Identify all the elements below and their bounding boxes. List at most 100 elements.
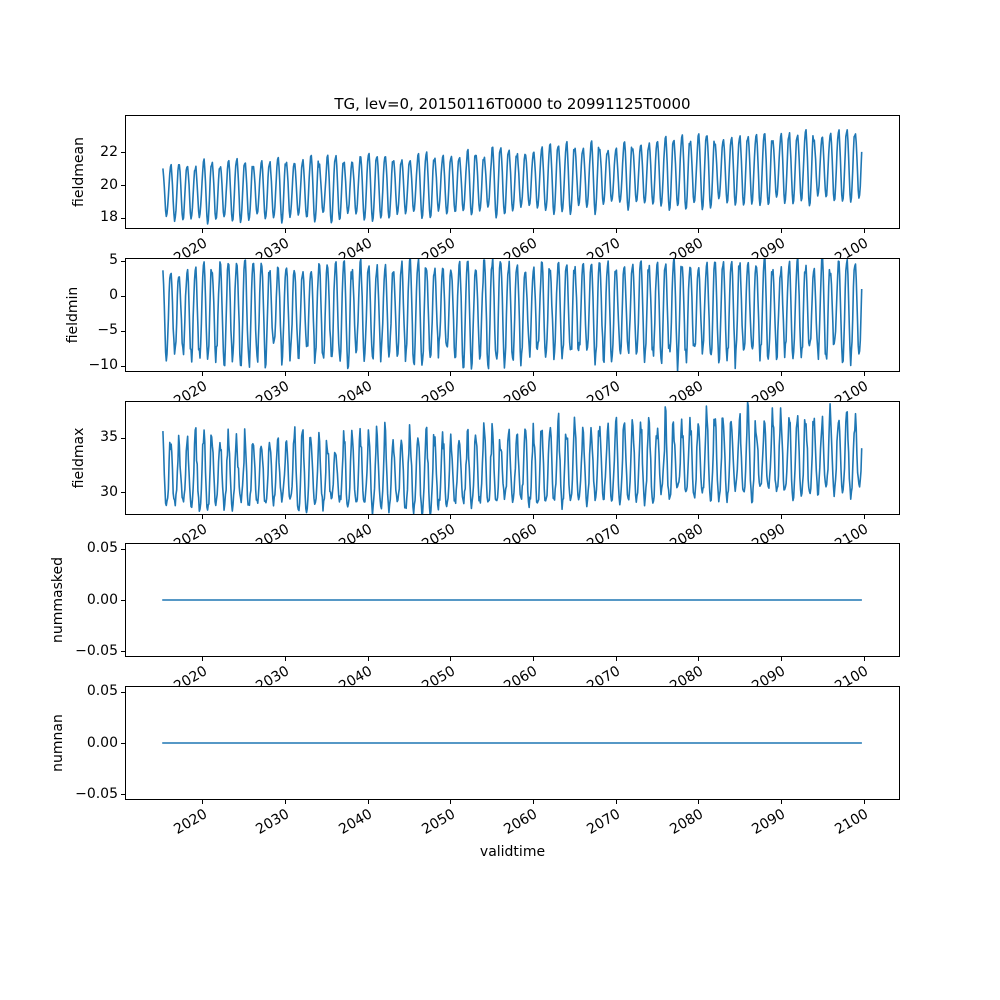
y-axis-label-fieldmax: fieldmax [71, 427, 87, 489]
y-tick-mark [121, 794, 125, 796]
x-tick-label: 2090 [749, 806, 789, 838]
x-tick-label: 2020 [170, 806, 210, 838]
x-tick-mark [284, 515, 286, 519]
y-tick-mark [121, 295, 125, 297]
plot-area-nummasked [162, 599, 862, 601]
subplot-fieldmean: fieldmean 22 20 18 2020 2030 2040 2050 2060 2070… [71, 115, 900, 267]
x-tick-mark [615, 657, 617, 661]
x-tick-mark [698, 800, 700, 804]
x-tick-mark [615, 372, 617, 376]
x-tick-mark [780, 372, 782, 376]
x-axis-label: validtime [479, 844, 546, 860]
x-tick-mark [284, 800, 286, 804]
x-tick-mark [532, 800, 534, 804]
x-tick-mark [202, 372, 204, 376]
y-tick-mark [121, 365, 125, 367]
y-tick-label: −10 [88, 357, 118, 374]
x-tick-mark [615, 800, 617, 804]
x-tick-mark [863, 800, 865, 804]
x-tick-mark [202, 800, 204, 804]
x-tick-mark [780, 515, 782, 519]
y-tick-mark [121, 185, 125, 187]
series-line-fieldmax [162, 402, 863, 514]
x-tick-mark [202, 229, 204, 233]
subplot-fieldmax: fieldmax 35 30 2020 2030 2040 2050 2060 2070 208… [71, 401, 900, 553]
y-axis-label-numnan: numnan [50, 714, 66, 772]
y-tick-mark [121, 152, 125, 154]
y-axis-label-fieldmin: fieldmin [65, 286, 81, 344]
y-tick-mark [121, 437, 125, 439]
x-tick-mark [284, 229, 286, 233]
plot-area-fieldmax [162, 402, 863, 514]
y-tick-mark [121, 260, 125, 262]
x-tick-label: 2070 [584, 806, 624, 838]
x-tick-mark [284, 657, 286, 661]
y-tick-mark [121, 651, 125, 653]
x-tick-mark [698, 657, 700, 661]
y-axis-label-nummasked: nummasked [50, 556, 66, 644]
x-tick-mark [367, 657, 369, 661]
x-tick-mark [863, 657, 865, 661]
chart-title: TG, lev=0, 20150116T0000 to 20991125T000… [334, 95, 691, 113]
x-tick-mark [450, 372, 452, 376]
x-tick-mark [202, 515, 204, 519]
y-tick-label: 18 [100, 209, 118, 226]
y-tick-label: 0.00 [86, 734, 118, 751]
y-tick-label: 5 [109, 252, 118, 269]
y-tick-mark [121, 600, 125, 601]
x-tick-mark [698, 515, 700, 519]
y-tick-mark [121, 492, 125, 494]
x-tick-mark [863, 372, 865, 376]
x-tick-label: 2050 [418, 806, 458, 838]
x-tick-mark [202, 657, 204, 661]
y-tick-label: 30 [100, 483, 118, 500]
y-tick-label: 0.00 [86, 591, 118, 608]
y-tick-label: 22 [100, 143, 118, 160]
x-tick-mark [863, 229, 865, 233]
x-tick-mark [615, 515, 617, 519]
y-tick-label: −0.05 [75, 785, 118, 802]
y-tick-mark [121, 548, 125, 550]
y-tick-mark [121, 330, 125, 332]
x-tick-label: 2040 [336, 806, 376, 838]
series-line-fieldmin [162, 259, 863, 371]
y-tick-label: −0.05 [75, 642, 118, 659]
plot-area-fieldmin [162, 259, 863, 371]
x-tick-mark [780, 229, 782, 233]
x-tick-mark [780, 657, 782, 661]
subplot-fieldmin: fieldmin 5 0 −5 −10 2020 2030 2040 2050 2060 2070… [65, 252, 900, 410]
x-tick-mark [367, 515, 369, 519]
x-tick-mark [450, 800, 452, 804]
x-tick-mark [615, 229, 617, 233]
x-tick-mark [367, 229, 369, 233]
y-tick-mark [121, 743, 125, 744]
x-tick-mark [532, 515, 534, 519]
x-tick-mark [450, 229, 452, 233]
y-tick-label: 35 [100, 429, 118, 446]
y-axis-label-fieldmean: fieldmean [71, 137, 87, 207]
x-tick-mark [367, 800, 369, 804]
x-tick-label: 2030 [253, 806, 293, 838]
x-tick-mark [450, 657, 452, 661]
subplot-numnan: numnan 0.05 0.00 −0.05 2020 2030 2040 2050 2060… [50, 683, 900, 838]
y-tick-label: 20 [100, 176, 118, 193]
x-tick-mark [532, 657, 534, 661]
x-tick-mark [532, 229, 534, 233]
x-tick-mark [780, 800, 782, 804]
x-tick-mark [532, 372, 534, 376]
y-tick-label: −5 [97, 322, 118, 339]
x-tick-mark [863, 515, 865, 519]
y-tick-mark [121, 217, 125, 219]
y-tick-label: 0.05 [86, 540, 118, 557]
x-tick-mark [284, 372, 286, 376]
x-tick-label: 2100 [832, 806, 872, 838]
plot-area-fieldmean [162, 128, 863, 225]
series-line-fieldmean [162, 128, 863, 225]
x-tick-mark [698, 372, 700, 376]
subplot-nummasked: nummasked 0.05 0.00 −0.05 2020 2030 2040 2050 2… [50, 540, 900, 695]
x-tick-mark [367, 372, 369, 376]
y-tick-mark [121, 691, 125, 693]
x-tick-mark [450, 515, 452, 519]
y-tick-label: 0 [109, 287, 118, 304]
